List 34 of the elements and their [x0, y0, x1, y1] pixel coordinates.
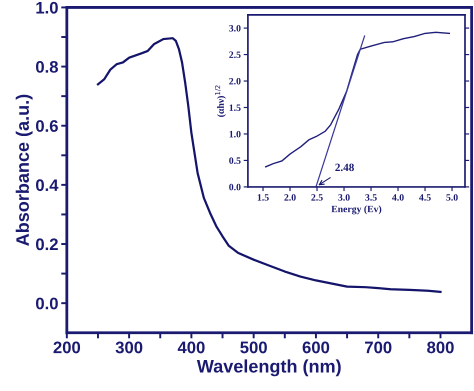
x-tick-label: 4.5: [419, 194, 431, 201]
y-tick-label: 1.0: [230, 130, 241, 138]
y-tick-label: 0.5: [229, 157, 241, 164]
y-tick-label: 2.0: [229, 78, 241, 85]
x-tick-label: 400: [178, 342, 205, 354]
y-tick-label: 0.2: [36, 238, 58, 250]
x-tick-label: 300: [116, 342, 142, 354]
y-tick-label: 0.0: [229, 184, 241, 190]
x-tick-label: 4.0: [392, 194, 404, 201]
y-tick-label: 0.8: [36, 60, 58, 73]
x-axis-title: Wavelength (nm): [196, 359, 341, 376]
x-tick-label: 500: [240, 342, 267, 354]
y-tick-label: 0.6: [36, 120, 58, 132]
annotation: 2.48: [335, 164, 354, 172]
x-tick-label: 5.0: [446, 194, 458, 201]
x-tick-label: 3.5: [365, 194, 377, 201]
x-tick-label: 800: [427, 342, 454, 354]
x-tick-label: 3.0: [338, 194, 350, 201]
x-tick-label: 2.0: [284, 194, 296, 201]
y-axis-title: Absorbance (a.u.): [16, 94, 33, 246]
y-tick-label: 3.0: [229, 25, 241, 32]
y-tick-label: 1.5: [230, 104, 241, 112]
y-tick-label: 1.0: [36, 2, 58, 14]
x-tick-label: 700: [365, 342, 392, 354]
line-series: [96, 37, 442, 294]
y-axis-title: (αhν)$^{1/2}$: [215, 85, 226, 117]
x-tick-label: 2.5: [311, 194, 323, 201]
y-tick-label: 0.0: [36, 298, 58, 310]
y-tick-label: 2.5: [229, 51, 241, 58]
x-axis-title: Energy (Ev): [331, 205, 382, 214]
x-tick-label: 200: [54, 342, 80, 354]
y-tick-label: 0.4: [36, 179, 58, 192]
x-tick-label: 600: [302, 342, 330, 354]
x-tick-label: 1.5: [258, 194, 269, 201]
